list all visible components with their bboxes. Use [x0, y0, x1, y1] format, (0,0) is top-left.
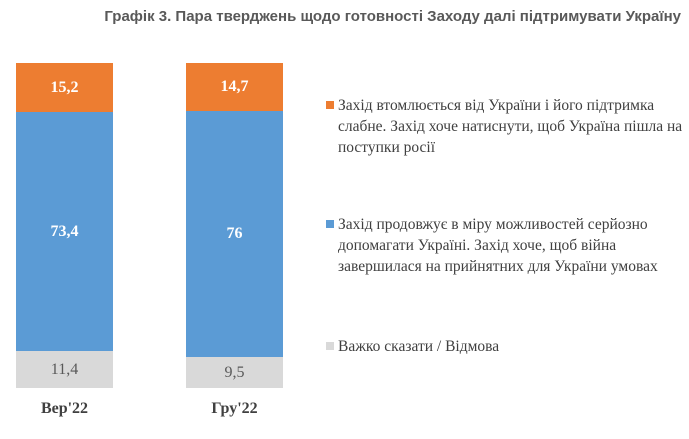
legend-item-gray: Важко сказати / Відмова — [326, 336, 683, 357]
bar-gru22: 14,7 76 9,5 — [186, 63, 283, 388]
legend-label: Захід продовжує в міру можливостей серйо… — [338, 216, 658, 275]
segment-gray: 9,5 — [186, 357, 283, 388]
legend-swatch-blue-icon — [326, 220, 334, 228]
segment-blue: 73,4 — [16, 112, 113, 351]
legend-swatch-gray-icon — [326, 342, 334, 350]
segment-orange: 15,2 — [16, 63, 113, 112]
legend-swatch-orange-icon — [326, 101, 334, 109]
legend-item-blue: Захід продовжує в міру можливостей серйо… — [326, 214, 683, 277]
legend-label: Важко сказати / Відмова — [338, 338, 500, 355]
segment-blue: 76 — [186, 111, 283, 357]
legend-item-orange: Захід втомлюється від України і його під… — [326, 95, 683, 158]
legend-label: Захід втомлюється від України і його під… — [338, 97, 683, 156]
segment-orange: 14,7 — [186, 63, 283, 111]
bar-ver22: 15,2 73,4 11,4 — [16, 63, 113, 388]
chart-title: Графік 3. Пара тверджень щодо готовності… — [104, 8, 681, 25]
x-label-ver22: Вер'22 — [40, 400, 89, 417]
x-label-gru22: Гру'22 — [211, 400, 258, 417]
segment-gray: 11,4 — [16, 351, 113, 388]
